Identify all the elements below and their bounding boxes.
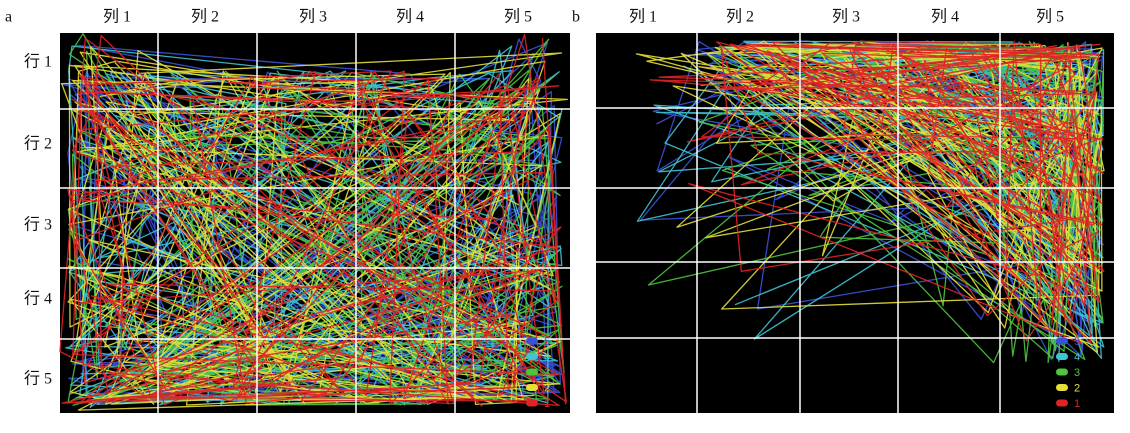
column-label: 列 2 xyxy=(191,8,219,26)
trajectory xyxy=(59,33,567,407)
row-label: 行 4 xyxy=(24,290,52,308)
trajectory xyxy=(658,40,1105,344)
row-label: 行 2 xyxy=(24,135,52,153)
column-label: 列 4 xyxy=(396,8,424,26)
legend-swatch xyxy=(526,337,538,345)
legend-swatch xyxy=(526,368,538,376)
legend-label: 5 xyxy=(544,336,550,348)
row-label: 行 3 xyxy=(24,216,52,234)
panel-label: b xyxy=(572,9,580,26)
legend-swatch xyxy=(1056,337,1068,345)
legend-swatch xyxy=(526,399,538,407)
legend-label: 2 xyxy=(544,382,550,394)
legend-label: 4 xyxy=(1074,351,1080,363)
legend-label: 4 xyxy=(544,351,550,363)
column-label: 列 1 xyxy=(103,8,131,26)
column-label: 列 2 xyxy=(726,8,754,26)
legend-label: 2 xyxy=(1074,382,1080,394)
legend-swatch xyxy=(1056,384,1068,391)
legend-swatch xyxy=(1056,368,1068,376)
trajectory xyxy=(61,50,568,411)
legend-label: 1 xyxy=(1074,398,1080,410)
panel-label: a xyxy=(5,9,12,26)
row-label: 行 5 xyxy=(24,370,52,388)
column-label: 列 5 xyxy=(504,8,532,26)
legend-label: 1 xyxy=(544,398,550,410)
legend-label: 3 xyxy=(1074,367,1080,379)
column-label: 列 3 xyxy=(299,8,327,26)
column-label: 列 1 xyxy=(629,8,657,26)
legend-label: 3 xyxy=(544,367,550,379)
column-label: 列 4 xyxy=(931,8,959,26)
legend-swatch xyxy=(526,353,538,360)
column-label: 列 3 xyxy=(832,8,860,26)
legend-swatch xyxy=(1056,353,1068,360)
legend-label: 5 xyxy=(1074,336,1080,348)
row-label: 行 1 xyxy=(24,53,52,71)
legend-swatch xyxy=(526,384,538,391)
trajectory xyxy=(61,70,568,405)
column-label: 列 5 xyxy=(1036,8,1064,26)
legend-swatch xyxy=(1056,399,1068,407)
